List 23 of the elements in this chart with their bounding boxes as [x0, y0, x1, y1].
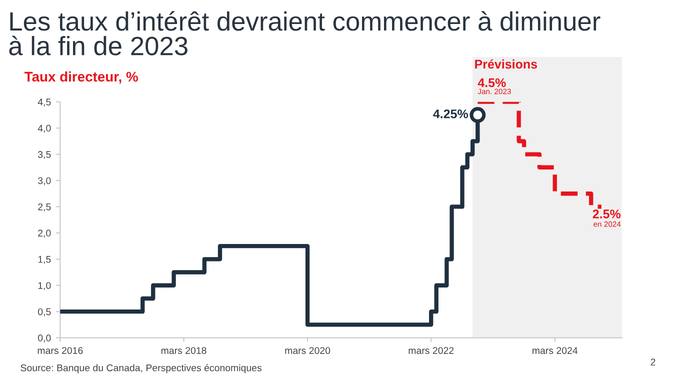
x-tick-label: mars 2024 — [532, 347, 578, 354]
y-tick-label: 4,5 — [38, 98, 51, 107]
annotation: 2.5% — [592, 210, 621, 218]
y-tick-label: 0,0 — [38, 334, 51, 343]
data-label: 4.25% — [433, 109, 468, 118]
band-label: Prévisions — [475, 59, 537, 69]
y-axis-title: Taux directeur, % — [24, 71, 138, 84]
text: 2 — [650, 358, 656, 366]
x-tick-label: mars 2020 — [285, 347, 330, 354]
chart-title: Les taux d’intérêt devraient commencer à diminuer à la fin de 2023 — [9, 11, 600, 56]
y-tick-label: 2,5 — [38, 203, 51, 212]
y-tick-label: 1,0 — [38, 282, 51, 290]
y-tick-label: 1,5 — [38, 256, 51, 264]
annotation: 4.5% — [478, 78, 506, 88]
x-tick-label: mars 2022 — [408, 347, 454, 354]
x-tick-label: mars 2016 — [38, 347, 83, 354]
y-tick-label: 3,5 — [38, 151, 51, 160]
y-tick-label: 4,0 — [38, 124, 51, 133]
y-tick-label: 3,0 — [38, 177, 51, 186]
y-tick-label: 2,0 — [38, 230, 51, 238]
y-tick-label: 0,5 — [38, 308, 51, 316]
x-tick-label: mars 2018 — [161, 347, 206, 354]
source-note: Source: Banque du Canada, Perspectives économiques — [20, 364, 262, 374]
